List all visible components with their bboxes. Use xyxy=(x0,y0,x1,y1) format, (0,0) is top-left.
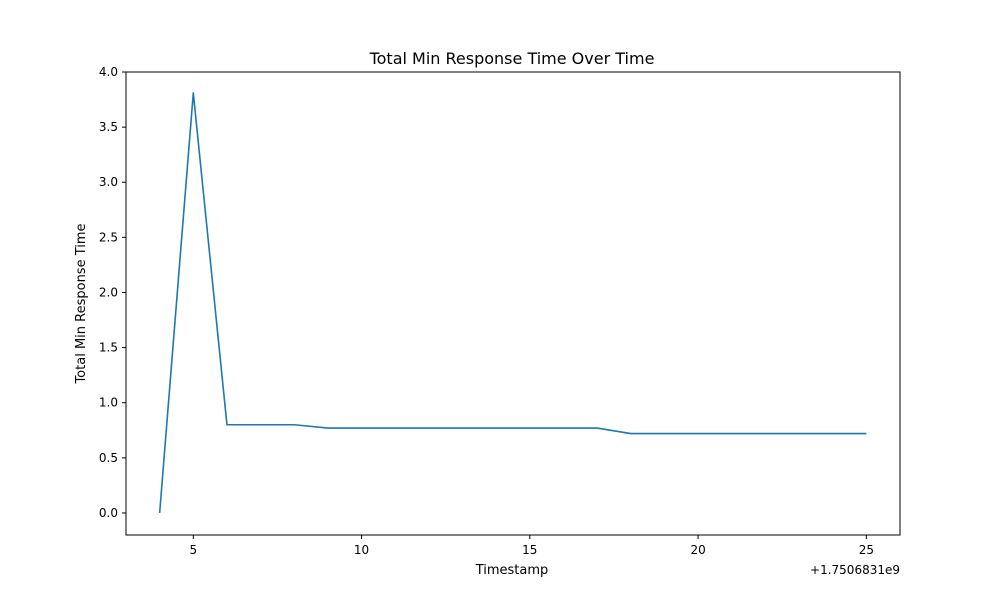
y-tick-label: 4.0 xyxy=(99,65,118,79)
x-tick-label: 15 xyxy=(522,543,537,557)
x-tick-label: 20 xyxy=(690,543,705,557)
y-tick-label: 0.0 xyxy=(99,506,118,520)
x-axis-ticks: 5 10 15 20 25 xyxy=(189,535,874,557)
chart-title: Total Min Response Time Over Time xyxy=(369,49,655,68)
y-axis-ticks: 0.0 0.5 1.0 1.5 2.0 2.5 3.0 3.5 4.0 xyxy=(99,65,126,520)
plot-frame xyxy=(125,71,901,536)
x-tick-label: 5 xyxy=(189,543,197,557)
y-tick-label: 3.0 xyxy=(99,175,118,189)
y-tick-label: 0.5 xyxy=(99,451,118,465)
series-layer xyxy=(158,92,867,514)
x-axis-offset-label: +1.7506831e9 xyxy=(810,563,900,577)
y-axis-label: Total Min Response Time xyxy=(74,223,89,384)
x-tick-label: 25 xyxy=(859,543,874,557)
y-tick-label: 1.0 xyxy=(99,396,118,410)
x-axis-label: Timestamp xyxy=(475,563,549,578)
x-tick-label: 10 xyxy=(354,543,369,557)
y-tick-label: 1.5 xyxy=(99,341,118,355)
y-tick-label: 2.5 xyxy=(99,230,118,244)
y-tick-label: 3.5 xyxy=(99,120,118,134)
y-tick-label: 2.0 xyxy=(99,285,118,299)
series-line-0 xyxy=(158,92,867,514)
